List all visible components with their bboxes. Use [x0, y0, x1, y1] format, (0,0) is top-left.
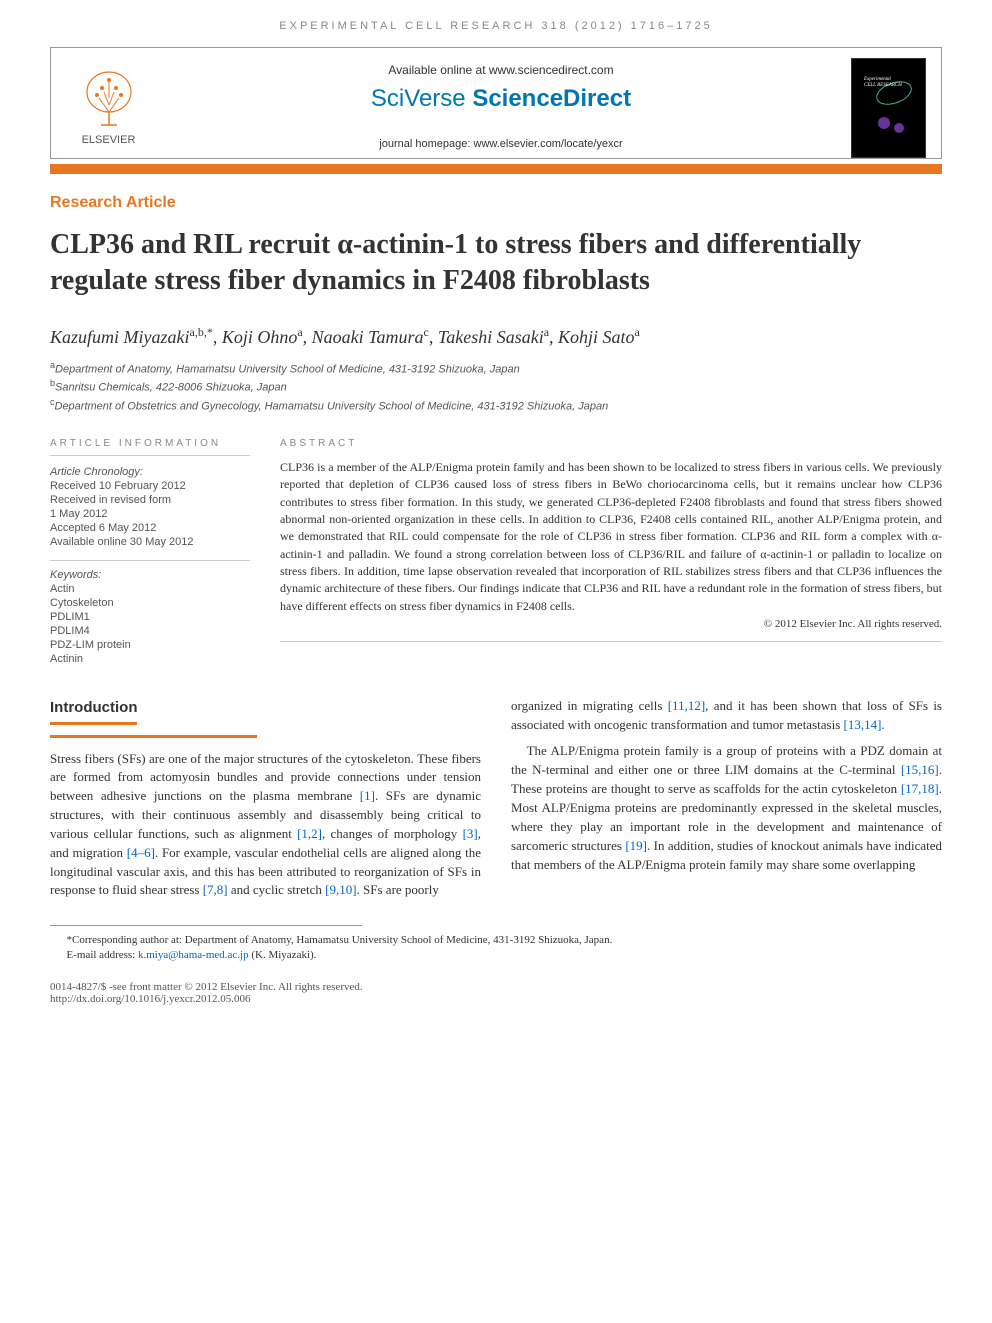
article-info-header: ARTICLE INFORMATION — [50, 438, 250, 456]
citation-link[interactable]: [13,14] — [844, 717, 882, 732]
affiliation-line: bSanritsu Chemicals, 422-8006 Shizuoka, … — [50, 378, 942, 394]
author-name: Kazufumi Miyazaki — [50, 327, 190, 347]
author-list: Kazufumi Miyazakia,b,*, Koji Ohnoa, Naoa… — [50, 325, 942, 348]
chronology-label: Article Chronology: — [50, 466, 250, 478]
author-name: Naoaki Tamura — [312, 327, 424, 347]
keyword-item: PDZ-LIM protein — [50, 639, 250, 651]
body-column-right: organized in migrating cells [11,12], an… — [511, 697, 942, 901]
author-affiliation-marker: a,b, — [190, 325, 207, 339]
header-center: Available online at www.sciencedirect.co… — [166, 58, 836, 150]
brand-prefix: SciVerse — [371, 85, 472, 112]
doi-line[interactable]: http://dx.doi.org/10.1016/j.yexcr.2012.0… — [50, 993, 942, 1005]
accent-bar — [50, 164, 942, 174]
abstract-text: CLP36 is a member of the ALP/Enigma prot… — [280, 459, 942, 642]
author-affiliation-marker: a — [297, 325, 302, 339]
corresponding-marker: * — [207, 325, 213, 339]
author-affiliation-marker: a — [635, 325, 640, 339]
author-name: Koji Ohno — [222, 327, 298, 347]
article-title: CLP36 and RIL recruit α-actinin-1 to str… — [50, 227, 942, 300]
chronology-line: 1 May 2012 — [50, 508, 250, 520]
citation-link[interactable]: [19] — [625, 838, 647, 853]
sciencedirect-brand[interactable]: SciVerse ScienceDirect — [166, 85, 836, 113]
header-box: ELSEVIER Available online at www.science… — [50, 47, 942, 159]
issn-line: 0014-4827/$ -see front matter © 2012 Els… — [50, 981, 942, 993]
svg-text:Experimental: Experimental — [863, 77, 892, 82]
svg-text:CELL RESEARCH: CELL RESEARCH — [864, 83, 902, 88]
citation-link[interactable]: [7,8] — [203, 882, 228, 897]
affiliation-line: cDepartment of Obstetrics and Gynecology… — [50, 397, 942, 413]
affiliation-block: aDepartment of Anatomy, Hamamatsu Univer… — [50, 360, 942, 413]
footer-separator — [50, 925, 362, 926]
keyword-item: Cytoskeleton — [50, 597, 250, 609]
publication-footer: 0014-4827/$ -see front matter © 2012 Els… — [50, 981, 942, 1005]
body-column-left: Introduction Stress fibers (SFs) are one… — [50, 697, 481, 901]
corresponding-author: *Corresponding author at: Department of … — [50, 934, 942, 946]
author-affiliation-marker: a — [544, 325, 549, 339]
article-info-sidebar: ARTICLE INFORMATION Article Chronology: … — [50, 438, 250, 667]
introduction-header: Introduction — [50, 697, 137, 725]
affiliation-line: aDepartment of Anatomy, Hamamatsu Univer… — [50, 360, 942, 376]
citation-link[interactable]: [11,12] — [668, 698, 705, 713]
running-head: EXPERIMENTAL CELL RESEARCH 318 (2012) 17… — [50, 20, 942, 32]
citation-link[interactable]: [9,10] — [325, 882, 356, 897]
citation-link[interactable]: [15,16] — [901, 762, 939, 777]
brand-name: ScienceDirect — [472, 85, 631, 112]
email-line: E-mail address: k.miya@hama-med.ac.jp (K… — [50, 949, 942, 961]
chronology-line: Received 10 February 2012 — [50, 480, 250, 492]
author-name: Kohji Sato — [558, 327, 635, 347]
keyword-item: PDLIM4 — [50, 625, 250, 637]
citation-link[interactable]: [1,2] — [297, 826, 322, 841]
citation-link[interactable]: [1] — [360, 788, 375, 803]
article-type: Research Article — [50, 194, 942, 212]
keyword-item: Actin — [50, 583, 250, 595]
abstract-column: ABSTRACT CLP36 is a member of the ALP/En… — [280, 438, 942, 667]
cover-art-icon: Experimental CELL RESEARCH — [859, 68, 919, 148]
chronology-line: Accepted 6 May 2012 — [50, 522, 250, 534]
author-affiliation-marker: c — [424, 325, 429, 339]
available-online-text: Available online at www.sciencedirect.co… — [166, 63, 836, 77]
journal-homepage[interactable]: journal homepage: www.elsevier.com/locat… — [166, 138, 836, 150]
citation-link[interactable]: [3] — [463, 826, 478, 841]
keywords-label: Keywords: — [50, 560, 250, 581]
publisher-name: ELSEVIER — [82, 134, 136, 146]
keyword-item: Actinin — [50, 653, 250, 665]
introduction-section: Introduction Stress fibers (SFs) are one… — [50, 697, 942, 901]
elsevier-tree-icon — [79, 70, 139, 130]
citation-link[interactable]: [17,18] — [901, 781, 939, 796]
journal-cover-thumbnail: Experimental CELL RESEARCH — [851, 58, 926, 158]
info-abstract-row: ARTICLE INFORMATION Article Chronology: … — [50, 438, 942, 667]
abstract-copyright: © 2012 Elsevier Inc. All rights reserved… — [280, 617, 942, 633]
publisher-logo: ELSEVIER — [66, 58, 151, 158]
author-name: Takeshi Sasaki — [438, 327, 544, 347]
chronology-line: Received in revised form — [50, 494, 250, 506]
author-email-link[interactable]: k.miya@hama-med.ac.jp — [138, 949, 249, 961]
keyword-item: PDLIM1 — [50, 611, 250, 623]
chronology-line: Available online 30 May 2012 — [50, 536, 250, 548]
abstract-header: ABSTRACT — [280, 438, 942, 449]
citation-link[interactable]: [4–6] — [127, 845, 155, 860]
